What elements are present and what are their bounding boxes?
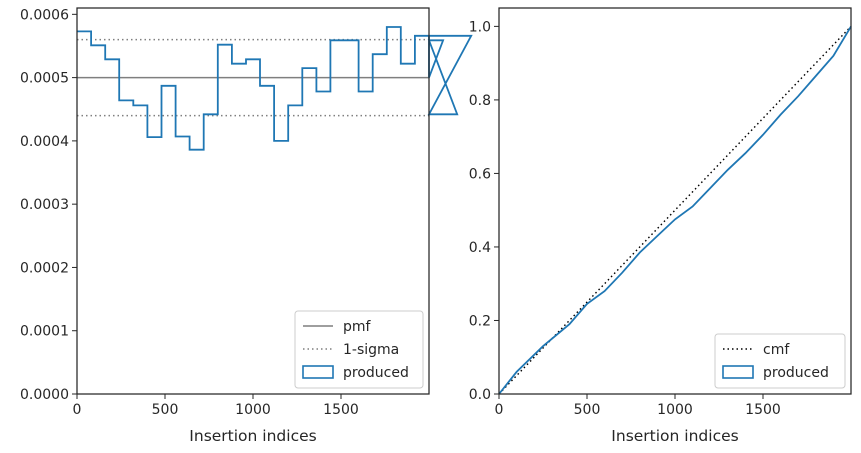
x-axis-label: Insertion indices <box>611 427 738 445</box>
legend-label: pmf <box>343 319 372 335</box>
series-cmf <box>498 25 852 395</box>
y-tick-label: 0.0001 <box>20 324 69 340</box>
legend-box <box>714 333 846 389</box>
y-tick-label: 1.0 <box>469 19 491 35</box>
legend-patch <box>302 365 334 379</box>
y-tick-label: 0.0000 <box>20 387 69 403</box>
x-tick-label: 0 <box>73 402 82 418</box>
y-tick-label: 0.0002 <box>20 260 69 276</box>
y-tick-label: 0.4 <box>469 240 491 256</box>
x-tick-label: 1000 <box>235 402 271 418</box>
legend-label: 1-sigma <box>343 342 399 358</box>
y-tick-label: 0.0006 <box>20 7 69 23</box>
y-tick-label: 0.0005 <box>20 71 69 87</box>
legend-label: cmf <box>763 342 790 358</box>
y-tick-label: 0.0 <box>469 387 491 403</box>
legend-patch <box>722 365 754 379</box>
x-tick-label: 500 <box>152 402 179 418</box>
x-tick-label: 1500 <box>323 402 359 418</box>
legend-box <box>294 310 424 389</box>
x-tick-label: 0 <box>495 402 504 418</box>
left-chart-panel: 0 500 1000 1500 0.0000 0.0001 0.0002 0.0003 0.00… <box>20 7 473 445</box>
x-tick-label: 1000 <box>657 402 693 418</box>
y-tick-label: 0.2 <box>469 313 491 329</box>
y-tick-label: 0.0003 <box>20 197 69 213</box>
legend-label: produced <box>343 365 409 381</box>
y-tick-label: 0.8 <box>469 93 491 109</box>
y-tick-label: 0.6 <box>469 166 491 182</box>
y-tick-label: 0.0004 <box>20 134 69 150</box>
right-chart-panel: 0 500 1000 1500 0.0 0.2 0.4 0.6 0.8 1.0 Insertion … <box>469 7 852 445</box>
series-produced <box>77 26 473 151</box>
legend-label: produced <box>763 365 829 381</box>
x-tick-label: 500 <box>574 402 601 418</box>
x-axis-label: Insertion indices <box>189 427 316 445</box>
x-tick-label: 1500 <box>745 402 781 418</box>
series-produced <box>498 25 852 395</box>
